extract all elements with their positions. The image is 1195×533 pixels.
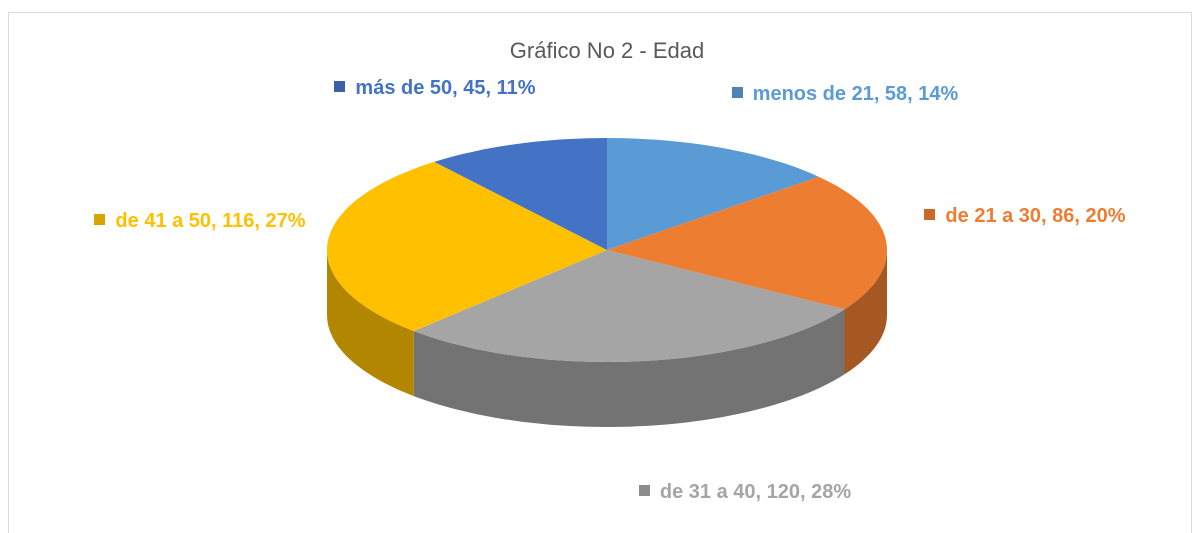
legend-marker bbox=[638, 485, 650, 496]
slice bbox=[413, 250, 845, 362]
label-text: menos de 21, 58, 14% bbox=[752, 83, 959, 105]
data-label: de 31 a 40, 120, 28% bbox=[625, 480, 865, 504]
chart-title: Gráfico No 2 - Edad bbox=[510, 38, 704, 63]
legend-marker bbox=[94, 214, 106, 225]
slice-side bbox=[844, 250, 887, 375]
slice bbox=[607, 176, 887, 310]
slice-side bbox=[327, 250, 414, 397]
label-text: de 41 a 50, 116, 27% bbox=[115, 210, 306, 232]
label-text: de 21 a 30, 86, 20% bbox=[945, 205, 1126, 227]
chart-frame bbox=[8, 12, 1192, 533]
legend-marker bbox=[731, 87, 743, 98]
label-text: más de 50, 45, 11% bbox=[355, 77, 536, 99]
slice bbox=[327, 161, 607, 332]
data-label: de 41 a 50, 116, 27% bbox=[80, 209, 320, 233]
slice bbox=[607, 138, 819, 250]
legend-marker bbox=[334, 81, 346, 92]
data-label: más de 50, 45, 11% bbox=[315, 76, 555, 100]
slice bbox=[434, 138, 607, 250]
data-label: de 21 a 30, 86, 20% bbox=[905, 204, 1145, 228]
label-text: de 31 a 40, 120, 28% bbox=[659, 481, 852, 503]
slice-side bbox=[413, 309, 845, 427]
data-label: menos de 21, 58, 14% bbox=[725, 82, 965, 106]
legend-marker bbox=[924, 209, 936, 220]
